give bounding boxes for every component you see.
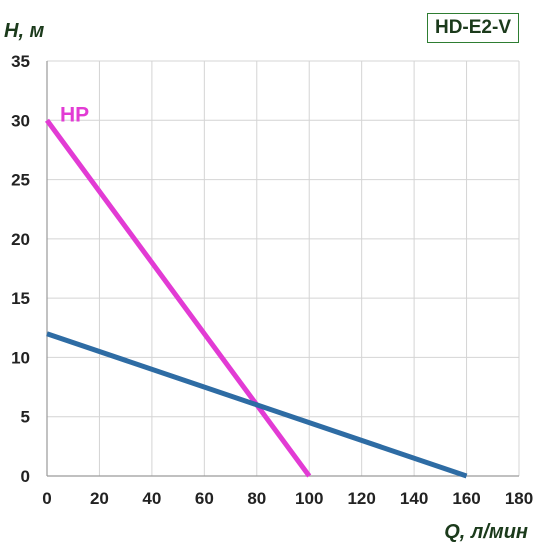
y-tick-label: 5: [21, 408, 30, 427]
y-tick-label: 10: [11, 348, 30, 367]
y-tick-label: 35: [11, 52, 30, 71]
y-tick-label: 30: [11, 111, 30, 130]
grid: [47, 60, 520, 476]
y-axis-title: H, м: [4, 20, 45, 42]
axes: [46, 61, 519, 477]
x-axis-title: Q, л/мин: [444, 521, 528, 543]
y-tick-label: 15: [11, 289, 30, 308]
x-tick-label: 160: [452, 489, 480, 508]
x-tick-label: 80: [247, 489, 266, 508]
x-tick-label: 120: [347, 489, 375, 508]
y-tick-label: 25: [11, 171, 30, 190]
x-tick-label: 140: [400, 489, 428, 508]
x-tick-label: 100: [295, 489, 323, 508]
x-tick-label: 60: [195, 489, 214, 508]
y-tick-label: 0: [21, 467, 30, 486]
y-tick-label: 20: [11, 230, 30, 249]
series-line-2: [46, 331, 468, 479]
x-tick-label: 180: [505, 489, 533, 508]
labels: 0 20 40 60 80 100 120 140 160 180 0 5 10 15 20 25 30 35 HP: [11, 52, 533, 508]
x-tick-label: 20: [90, 489, 109, 508]
x-tick-label: 0: [42, 489, 51, 508]
x-tick-label: 40: [142, 489, 161, 508]
series-label: HP: [60, 103, 89, 126]
series: [44, 118, 468, 479]
model-badge: HD-E2-V: [427, 13, 519, 43]
series-line-1: [44, 118, 312, 478]
